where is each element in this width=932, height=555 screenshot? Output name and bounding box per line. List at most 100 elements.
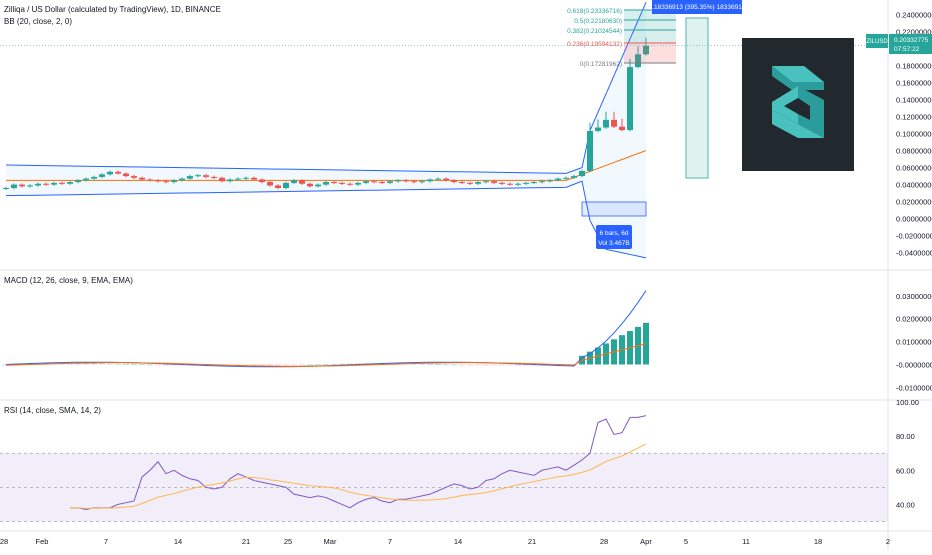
candle-body bbox=[179, 178, 185, 181]
time-tick-label: 7 bbox=[104, 537, 108, 546]
candle-body bbox=[19, 184, 25, 187]
macd-tick-label: -0.01000000 bbox=[896, 383, 932, 392]
zilliqa-logo bbox=[742, 38, 854, 171]
price-tick-label: -0.04000000 bbox=[896, 249, 932, 258]
candle-body bbox=[643, 45, 649, 55]
macd-histogram-bar bbox=[251, 364, 257, 366]
fib-level-label: 0(0.17281962) bbox=[580, 61, 622, 68]
candle-body bbox=[547, 180, 553, 182]
rsi-line bbox=[70, 415, 647, 511]
rsi-tick-label: 80.00 bbox=[896, 432, 915, 441]
macd-histogram-bar bbox=[91, 363, 97, 365]
time-tick-label: Apr bbox=[640, 537, 652, 546]
macd-histogram-bar bbox=[283, 364, 289, 366]
time-tick-label: Mar bbox=[324, 537, 337, 546]
macd-histogram-bar bbox=[275, 364, 281, 366]
macd-histogram-bar bbox=[75, 363, 81, 365]
candle-body bbox=[171, 180, 177, 183]
candle-body bbox=[507, 183, 513, 185]
candle-body bbox=[427, 179, 433, 182]
price-tick-label: 0.14000000 bbox=[896, 95, 932, 104]
candle-body bbox=[27, 185, 33, 187]
candle-body bbox=[163, 181, 169, 183]
bb-fill bbox=[6, 2, 646, 258]
candle-body bbox=[571, 176, 577, 178]
price-tick-label: 0.12000000 bbox=[896, 112, 932, 121]
candle-body bbox=[267, 182, 273, 186]
date-range-box bbox=[581, 201, 647, 217]
candle-body bbox=[611, 119, 617, 127]
measure-top-box bbox=[652, 0, 742, 14]
macd-histogram-bar bbox=[443, 364, 449, 366]
price-tick-label: 0.06000000 bbox=[896, 164, 932, 173]
time-tick-label: 21 bbox=[528, 537, 536, 546]
macd-histogram-bar bbox=[115, 363, 121, 365]
macd-histogram-bar bbox=[515, 364, 521, 366]
price-tick-label: -0.02000000 bbox=[896, 232, 932, 241]
candle-body bbox=[539, 181, 545, 183]
macd-histogram-bar bbox=[419, 363, 425, 365]
rsi-tick-label: 100.00 bbox=[896, 398, 919, 407]
candle-body bbox=[563, 177, 569, 179]
symbol-tag-label: ZILUSD bbox=[866, 39, 888, 45]
candle-body bbox=[155, 180, 161, 182]
candle-body bbox=[99, 174, 105, 177]
chart-title: Zilliqa / US Dollar (calculated by Tradi… bbox=[4, 5, 221, 14]
candle-body bbox=[371, 181, 377, 183]
macd-label: MACD (12, 26, close, 9, EMA, EMA) bbox=[4, 276, 133, 285]
macd-histogram-bar bbox=[459, 364, 465, 366]
macd-tick-label: 0.02000000 bbox=[896, 315, 932, 324]
candle-body bbox=[419, 181, 425, 183]
zilliqa-logo-icon bbox=[772, 66, 824, 138]
fib-level-label: 0.382(0.21024544) bbox=[567, 28, 622, 35]
price-tick-label: 0.24000000 bbox=[896, 10, 932, 19]
candle-body bbox=[531, 182, 537, 184]
signal-line bbox=[5, 343, 647, 367]
macd-line bbox=[5, 290, 647, 368]
candle-body bbox=[443, 178, 449, 181]
price-tick-label: 0.16000000 bbox=[896, 78, 932, 87]
candle-body bbox=[491, 181, 497, 183]
macd-histogram-bar bbox=[131, 363, 137, 365]
candle-body bbox=[291, 180, 297, 183]
current-price-tag bbox=[889, 34, 932, 54]
macd-histogram-bar bbox=[507, 364, 513, 366]
candle-body bbox=[347, 183, 353, 185]
macd-histogram-bar bbox=[307, 364, 313, 366]
countdown-label: 07:57:22 bbox=[894, 46, 920, 53]
fib-level-label: 0.5(0.22180630) bbox=[574, 18, 622, 25]
time-tick-label: 14 bbox=[454, 537, 462, 546]
macd-histogram-bar bbox=[347, 363, 353, 365]
macd-histogram-bar bbox=[171, 364, 177, 366]
candle-body bbox=[275, 185, 281, 189]
candle-body bbox=[299, 180, 305, 184]
macd-histogram-bar bbox=[499, 364, 505, 366]
candle-body bbox=[243, 177, 249, 179]
fib-zone-green bbox=[624, 10, 676, 43]
candle-body bbox=[379, 182, 385, 184]
macd-tick-label: 0.03000000 bbox=[896, 292, 932, 301]
date-range-tooltip bbox=[596, 225, 632, 249]
bb-lower-line bbox=[5, 180, 647, 259]
macd-histogram-bar bbox=[163, 364, 169, 366]
macd-histogram-bar bbox=[427, 363, 433, 365]
candle-body bbox=[587, 130, 593, 171]
candle-body bbox=[435, 178, 441, 180]
time-tick-label: 11 bbox=[742, 537, 750, 546]
candle-body bbox=[115, 171, 121, 174]
macd-histogram-bar bbox=[147, 364, 153, 366]
candle-body bbox=[235, 178, 241, 180]
macd-histogram-bar bbox=[123, 363, 129, 365]
candle-body bbox=[195, 175, 201, 177]
time-tick-label: 5 bbox=[684, 537, 688, 546]
candle-body bbox=[259, 179, 265, 183]
macd-histogram-bar bbox=[483, 364, 489, 366]
candle-body bbox=[35, 183, 41, 186]
macd-tick-label: 0.01000000 bbox=[896, 338, 932, 347]
candle-body bbox=[139, 177, 145, 180]
date-range-bars: 6 bars, 6d bbox=[600, 230, 629, 237]
candle-body bbox=[307, 183, 313, 187]
rsi-tick-label: 60.00 bbox=[896, 466, 915, 475]
